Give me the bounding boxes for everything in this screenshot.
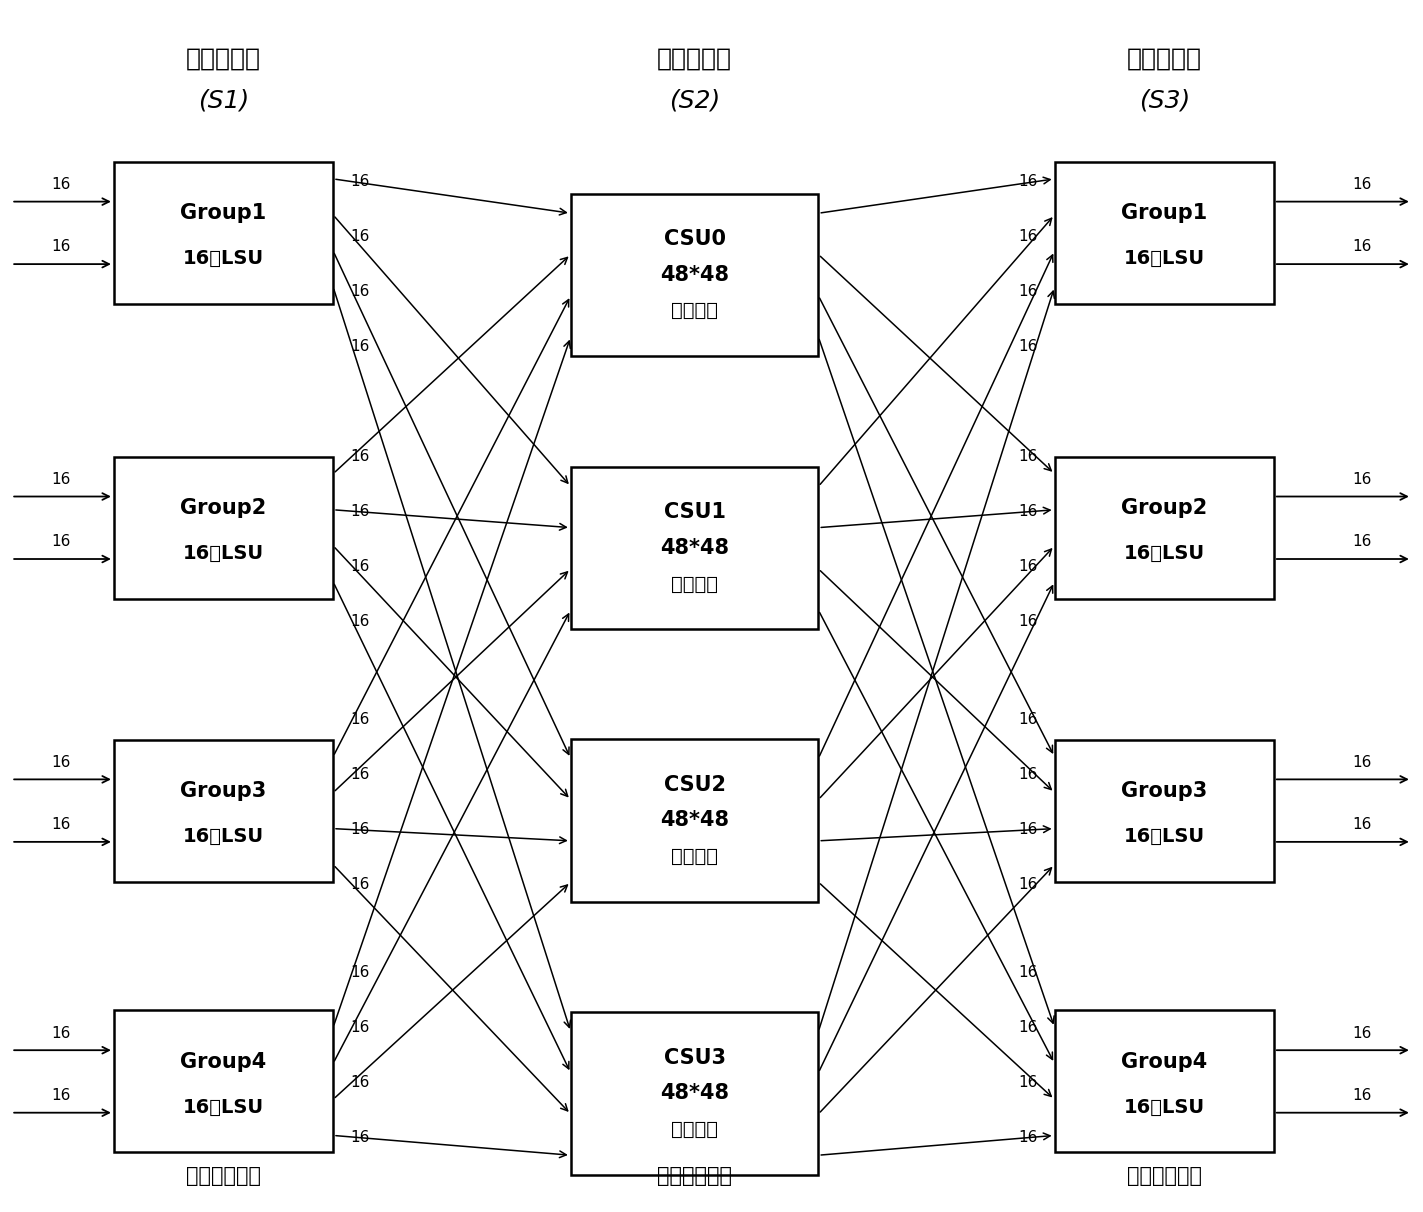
Text: 16: 16 (1019, 504, 1037, 519)
Text: Group2: Group2 (181, 498, 266, 518)
Text: 48*48: 48*48 (660, 265, 729, 285)
Text: 16: 16 (350, 284, 370, 299)
Text: 16: 16 (1019, 229, 1037, 244)
Bar (114, 162, 333, 304)
Text: 16: 16 (1352, 177, 1372, 191)
Text: 交叉开关: 交叉开关 (672, 574, 719, 594)
Text: 16: 16 (350, 175, 370, 189)
Text: 第三级交换: 第三级交换 (1127, 46, 1201, 70)
Text: 16个LSU: 16个LSU (1124, 248, 1205, 268)
Text: 16: 16 (1352, 755, 1372, 770)
Text: (S2): (S2) (669, 88, 720, 113)
Text: Group3: Group3 (1121, 781, 1207, 801)
Text: 16: 16 (1019, 613, 1037, 629)
Text: 16: 16 (1352, 817, 1372, 833)
Text: 第二级交换: 第二级交换 (657, 46, 731, 70)
Text: 16: 16 (350, 1130, 370, 1144)
Text: 核心交换单元: 核心交换单元 (657, 1166, 731, 1187)
Text: 16: 16 (1019, 1075, 1037, 1090)
Text: 48*48: 48*48 (660, 538, 729, 559)
Bar (1054, 457, 1274, 599)
Text: 16: 16 (350, 504, 370, 519)
Text: 16: 16 (350, 339, 370, 354)
Text: 第一级交换: 第一级交换 (186, 46, 260, 70)
Text: Group4: Group4 (1121, 1052, 1207, 1071)
Text: 16: 16 (51, 1088, 71, 1103)
Text: 交叉开关: 交叉开关 (672, 302, 719, 320)
Bar (1054, 739, 1274, 881)
Text: 16: 16 (51, 177, 71, 191)
Text: 16: 16 (1352, 1025, 1372, 1041)
Text: 16: 16 (1019, 713, 1037, 727)
Bar (1054, 1011, 1274, 1153)
Bar (571, 194, 818, 356)
Text: 48*48: 48*48 (660, 1084, 729, 1103)
Text: 16: 16 (1019, 448, 1037, 464)
Text: 16: 16 (51, 1025, 71, 1041)
Text: 16: 16 (1019, 1130, 1037, 1144)
Text: 16: 16 (350, 559, 370, 573)
Text: Group1: Group1 (1121, 202, 1207, 223)
Text: Group2: Group2 (1121, 498, 1207, 518)
Text: 交叉开关: 交叉开关 (672, 1120, 719, 1139)
Text: 16: 16 (51, 471, 71, 487)
Text: Group1: Group1 (181, 202, 266, 223)
Text: 16: 16 (51, 240, 71, 255)
Bar (114, 1011, 333, 1153)
Text: 48*48: 48*48 (660, 811, 729, 830)
Text: 16: 16 (350, 613, 370, 629)
Text: 16: 16 (350, 1019, 370, 1035)
Text: 16: 16 (350, 1075, 370, 1090)
Text: 16: 16 (51, 755, 71, 770)
Text: 线卡交换单元: 线卡交换单元 (186, 1166, 260, 1187)
Text: CSU0: CSU0 (663, 229, 726, 250)
Text: 16: 16 (1019, 175, 1037, 189)
Text: 16: 16 (1019, 284, 1037, 299)
Text: 16: 16 (1352, 1088, 1372, 1103)
Text: 16个LSU: 16个LSU (184, 544, 265, 562)
Text: 16个LSU: 16个LSU (184, 827, 265, 846)
Text: 16: 16 (350, 713, 370, 727)
Text: 16: 16 (350, 448, 370, 464)
Bar (571, 739, 818, 902)
Text: 16: 16 (1019, 877, 1037, 892)
Text: 16: 16 (51, 817, 71, 833)
Text: 16个LSU: 16个LSU (184, 248, 265, 268)
Text: 16: 16 (51, 534, 71, 549)
Text: CSU3: CSU3 (663, 1047, 726, 1068)
Text: 16个LSU: 16个LSU (1124, 1098, 1205, 1116)
Text: 16个LSU: 16个LSU (1124, 544, 1205, 562)
Text: 16: 16 (1352, 534, 1372, 549)
Text: 16: 16 (350, 965, 370, 979)
Text: 16: 16 (1352, 471, 1372, 487)
Bar (1054, 162, 1274, 304)
Text: Group3: Group3 (181, 781, 266, 801)
Text: Group4: Group4 (181, 1052, 266, 1071)
Bar (571, 467, 818, 629)
Text: CSU2: CSU2 (663, 774, 726, 795)
Bar (571, 1012, 818, 1174)
Text: 16: 16 (350, 822, 370, 837)
Text: 16: 16 (350, 877, 370, 892)
Text: 线卡交换单元: 线卡交换单元 (1127, 1166, 1201, 1187)
Text: (S1): (S1) (198, 88, 249, 113)
Text: 16: 16 (1019, 822, 1037, 837)
Text: 16: 16 (1019, 1019, 1037, 1035)
Text: CSU1: CSU1 (663, 503, 726, 522)
Text: 16: 16 (350, 767, 370, 782)
Text: 16: 16 (1019, 339, 1037, 354)
Text: 16: 16 (1352, 240, 1372, 255)
Text: 16: 16 (1019, 965, 1037, 979)
Bar (114, 457, 333, 599)
Bar (114, 739, 333, 881)
Text: 16个LSU: 16个LSU (184, 1098, 265, 1116)
Text: 16个LSU: 16个LSU (1124, 827, 1205, 846)
Text: 16: 16 (350, 229, 370, 244)
Text: 交叉开关: 交叉开关 (672, 846, 719, 865)
Text: (S3): (S3) (1138, 88, 1190, 113)
Text: 16: 16 (1019, 767, 1037, 782)
Text: 16: 16 (1019, 559, 1037, 573)
